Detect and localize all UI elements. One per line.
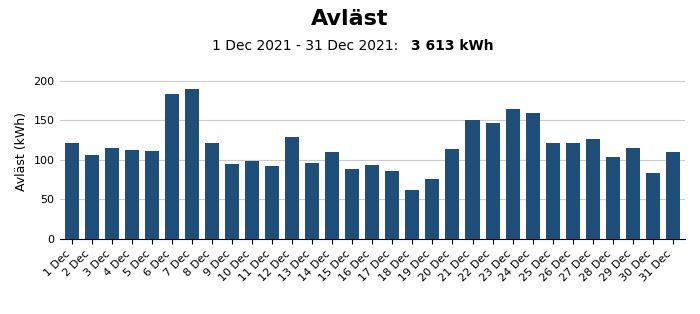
Bar [145, 151, 159, 239]
Bar [345, 169, 359, 239]
Bar [125, 150, 139, 239]
Bar [305, 163, 319, 239]
Bar [606, 157, 620, 239]
Y-axis label: Avläst (kWh): Avläst (kWh) [15, 112, 28, 192]
Bar [265, 166, 279, 239]
Bar [365, 165, 379, 239]
Bar [185, 89, 199, 239]
Bar [626, 148, 640, 239]
Bar [104, 148, 119, 239]
Bar [445, 149, 459, 239]
Bar [225, 164, 239, 239]
Bar [85, 155, 99, 239]
Bar [285, 137, 299, 239]
Bar [546, 143, 560, 239]
Bar [666, 152, 680, 239]
Text: 3 613 kWh: 3 613 kWh [411, 39, 494, 53]
Bar [486, 123, 500, 239]
Bar [646, 172, 660, 239]
Bar [385, 171, 399, 239]
Bar [526, 113, 540, 239]
Bar [586, 139, 600, 239]
Bar [405, 190, 419, 239]
Bar [205, 143, 219, 239]
Bar [566, 143, 580, 239]
Bar [245, 161, 259, 239]
Bar [466, 121, 480, 239]
Text: Avläst: Avläst [312, 9, 388, 30]
Bar [426, 179, 440, 239]
Bar [505, 109, 519, 239]
Bar [164, 95, 178, 239]
Bar [64, 143, 78, 239]
Bar [326, 152, 340, 239]
Text: 1 Dec 2021 - 31 Dec 2021:: 1 Dec 2021 - 31 Dec 2021: [212, 39, 402, 53]
